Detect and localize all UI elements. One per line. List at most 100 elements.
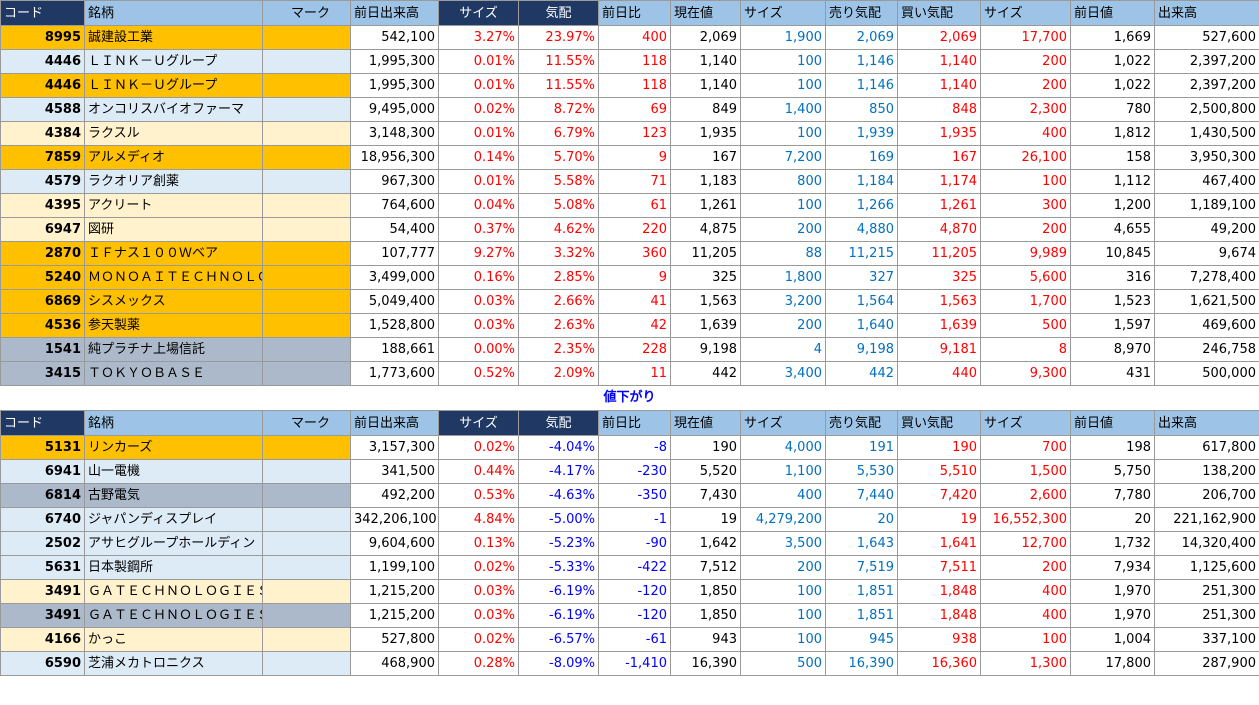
col-change[interactable]: -61 <box>598 627 671 652</box>
col-code[interactable]: 2870 <box>0 241 85 266</box>
col-change[interactable]: -8 <box>598 435 671 460</box>
col-size[interactable]: 1,800 <box>740 265 826 290</box>
col-quote-change[interactable]: -4.04% <box>518 435 599 460</box>
col-prev-close[interactable]: 1,597 <box>1070 313 1155 338</box>
col-size[interactable]: 4,000 <box>740 435 826 460</box>
col-size-ratio[interactable]: 0.02% <box>438 435 519 460</box>
col-prev-volume[interactable]: 18,956,300 <box>350 145 439 170</box>
col-price[interactable]: 1,850 <box>670 579 741 604</box>
col-bid[interactable]: 19 <box>897 507 981 532</box>
col-quote-change[interactable]: 6.79% <box>518 121 599 146</box>
col-quote-change[interactable]: 2.85% <box>518 265 599 290</box>
col-prev-volume[interactable]: 341,500 <box>350 459 439 484</box>
col-code[interactable]: 4166 <box>0 627 85 652</box>
col-price[interactable]: 167 <box>670 145 741 170</box>
col-ask[interactable]: 1,939 <box>825 121 898 146</box>
table-row[interactable]: 3491 ＧＡＴＥＣＨＮＯＬＯＧＩＥＳ 1,215,200 0.03% -6.19% -1… <box>0 603 1259 628</box>
col-mark[interactable] <box>262 49 351 74</box>
col-code[interactable]: 3491 <box>0 579 85 604</box>
col-size-ratio[interactable]: 0.00% <box>438 337 519 362</box>
col-bid-size[interactable]: 100 <box>980 169 1071 194</box>
column-header[interactable]: 前日出来高 <box>350 410 439 436</box>
col-prev-close[interactable]: 1,970 <box>1070 579 1155 604</box>
col-quote-change[interactable]: 3.32% <box>518 241 599 266</box>
col-price[interactable]: 325 <box>670 265 741 290</box>
col-prev-volume[interactable]: 3,157,300 <box>350 435 439 460</box>
col-price[interactable]: 1,642 <box>670 531 741 556</box>
col-prev-close[interactable]: 1,004 <box>1070 627 1155 652</box>
column-header[interactable]: 現在値 <box>670 0 741 26</box>
col-quote-change[interactable]: 2.09% <box>518 361 599 386</box>
col-prev-close[interactable]: 1,200 <box>1070 193 1155 218</box>
column-header[interactable]: 現在値 <box>670 410 741 436</box>
col-bid-size[interactable]: 200 <box>980 555 1071 580</box>
col-size[interactable]: 1,100 <box>740 459 826 484</box>
col-price[interactable]: 1,639 <box>670 313 741 338</box>
col-prev-close[interactable]: 4,655 <box>1070 217 1155 242</box>
col-code[interactable]: 6869 <box>0 289 85 314</box>
col-ask[interactable]: 169 <box>825 145 898 170</box>
col-prev-volume[interactable]: 1,215,200 <box>350 579 439 604</box>
col-size[interactable]: 3,500 <box>740 531 826 556</box>
col-change[interactable]: 118 <box>598 49 671 74</box>
col-quote-change[interactable]: 11.55% <box>518 73 599 98</box>
col-name[interactable]: 古野電気 <box>84 483 263 508</box>
col-quote-change[interactable]: -8.09% <box>518 651 599 676</box>
col-size-ratio[interactable]: 0.53% <box>438 483 519 508</box>
table-row[interactable]: 6947 図研 54,400 0.37% 4.62% 220 4,875 200 4,880 4,… <box>0 217 1259 242</box>
col-bid-size[interactable]: 1,300 <box>980 651 1071 676</box>
col-bid[interactable]: 190 <box>897 435 981 460</box>
col-size-ratio[interactable]: 4.84% <box>438 507 519 532</box>
col-code[interactable]: 6590 <box>0 651 85 676</box>
col-bid-size[interactable]: 200 <box>980 217 1071 242</box>
col-ask[interactable]: 1,266 <box>825 193 898 218</box>
col-size[interactable]: 1,400 <box>740 97 826 122</box>
col-size-ratio[interactable]: 0.04% <box>438 193 519 218</box>
col-bid-size[interactable]: 400 <box>980 579 1071 604</box>
col-ask[interactable]: 442 <box>825 361 898 386</box>
col-change[interactable]: 42 <box>598 313 671 338</box>
col-change[interactable]: -120 <box>598 603 671 628</box>
col-code[interactable]: 5631 <box>0 555 85 580</box>
col-mark[interactable] <box>262 459 351 484</box>
col-size-ratio[interactable]: 0.02% <box>438 555 519 580</box>
col-prev-close[interactable]: 17,800 <box>1070 651 1155 676</box>
col-size[interactable]: 800 <box>740 169 826 194</box>
col-prev-close[interactable]: 1,970 <box>1070 603 1155 628</box>
col-mark[interactable] <box>262 483 351 508</box>
col-quote-change[interactable]: 11.55% <box>518 49 599 74</box>
table-row[interactable]: 4384 ラクスル 3,148,300 0.01% 6.79% 123 1,935 100 1,… <box>0 121 1259 146</box>
col-volume[interactable]: 2,397,200 <box>1154 73 1259 98</box>
col-code[interactable]: 5131 <box>0 435 85 460</box>
col-mark[interactable] <box>262 289 351 314</box>
col-bid[interactable]: 325 <box>897 265 981 290</box>
col-name[interactable]: ＧＡＴＥＣＨＮＯＬＯＧＩＥＳ <box>84 579 263 604</box>
col-quote-change[interactable]: -5.33% <box>518 555 599 580</box>
col-bid[interactable]: 848 <box>897 97 981 122</box>
col-ask[interactable]: 1,184 <box>825 169 898 194</box>
col-size-ratio[interactable]: 0.03% <box>438 579 519 604</box>
table-row[interactable]: 2502 アサヒグループホールディン 9,604,600 0.13% -5.23% -90… <box>0 531 1259 556</box>
col-price[interactable]: 1,183 <box>670 169 741 194</box>
col-mark[interactable] <box>262 627 351 652</box>
col-size[interactable]: 100 <box>740 121 826 146</box>
col-size-ratio[interactable]: 0.14% <box>438 145 519 170</box>
col-name[interactable]: ラクスル <box>84 121 263 146</box>
col-size-ratio[interactable]: 0.03% <box>438 289 519 314</box>
column-header[interactable]: コード <box>0 0 85 26</box>
col-volume[interactable]: 14,320,400 <box>1154 531 1259 556</box>
col-name[interactable]: 芝浦メカトロニクス <box>84 651 263 676</box>
col-size-ratio[interactable]: 0.16% <box>438 265 519 290</box>
col-mark[interactable] <box>262 73 351 98</box>
col-volume[interactable]: 221,162,900 <box>1154 507 1259 532</box>
column-header[interactable]: サイズ <box>740 0 826 26</box>
table-row[interactable]: 8995 誠建設工業 542,100 3.27% 23.97% 400 2,069 1,900… <box>0 25 1259 50</box>
col-ask[interactable]: 1,146 <box>825 49 898 74</box>
col-mark[interactable] <box>262 169 351 194</box>
col-change[interactable]: 9 <box>598 145 671 170</box>
col-mark[interactable] <box>262 337 351 362</box>
column-header[interactable]: 売り気配 <box>825 410 898 436</box>
col-quote-change[interactable]: 23.97% <box>518 25 599 50</box>
col-volume[interactable]: 467,400 <box>1154 169 1259 194</box>
col-size[interactable]: 100 <box>740 627 826 652</box>
